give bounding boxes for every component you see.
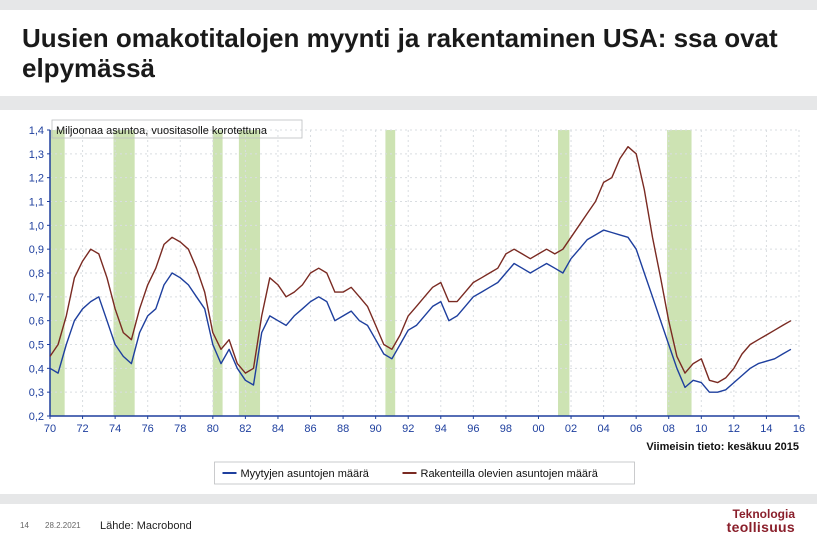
line-chart: 0,2 0,3 0,4 0,5 0,6 0,7 0,8 0,9 1,0 1,1 1,2 1,3 1,4 7…	[0, 110, 817, 494]
logo-line-2: teollisuus	[727, 520, 795, 534]
x-tick-label: 06	[630, 423, 642, 435]
y-tick-label: 0,5	[29, 340, 44, 352]
x-tick-label: 04	[597, 423, 609, 435]
x-tick-label: 08	[663, 423, 675, 435]
x-tick-label: 88	[337, 423, 349, 435]
chart-area: 0,2 0,3 0,4 0,5 0,6 0,7 0,8 0,9 1,0 1,1 1,2 1,3 1,4 7…	[0, 110, 817, 494]
x-tick-label: 72	[76, 423, 88, 435]
y-tick-label: 0,3	[29, 387, 44, 399]
y-tick-label: 0,9	[29, 244, 44, 256]
footer: 14 28.2.2021 Lähde: Macrobond Teknologia…	[0, 504, 817, 544]
y-axis-title: Miljoonaa asuntoa, vuositasolle korotett…	[56, 125, 268, 137]
x-tick-label: 14	[760, 423, 772, 435]
y-tick-label: 1,2	[29, 173, 44, 185]
x-tick-label: 74	[109, 423, 121, 435]
legend-label: Rakenteilla olevien asuntojen määrä	[421, 468, 599, 480]
y-tick-label: 0,6	[29, 316, 44, 328]
x-tick-label: 78	[174, 423, 186, 435]
brand-logo: Teknologia teollisuus	[727, 508, 795, 534]
x-tick-label: 82	[239, 423, 251, 435]
title-bar: Uusien omakotitalojen myynti ja rakentam…	[0, 10, 817, 96]
source-label: Lähde: Macrobond	[100, 520, 192, 532]
x-axis-note: Viimeisin tieto: kesäkuu 2015	[646, 441, 799, 453]
x-tick-label: 92	[402, 423, 414, 435]
page-number: 14	[20, 521, 29, 530]
x-tick-label: 10	[695, 423, 707, 435]
x-tick-label: 94	[435, 423, 447, 435]
x-tick-label: 02	[565, 423, 577, 435]
y-tick-label: 1,1	[29, 197, 44, 209]
x-tick-label: 98	[500, 423, 512, 435]
y-tick-label: 1,0	[29, 220, 44, 232]
x-tick-label: 84	[272, 423, 284, 435]
y-tick-label: 0,7	[29, 292, 44, 304]
slide-title: Uusien omakotitalojen myynti ja rakentam…	[22, 24, 795, 84]
x-tick-label: 00	[532, 423, 544, 435]
x-tick-label: 70	[44, 423, 56, 435]
y-tick-label: 0,8	[29, 268, 44, 280]
x-tick-label: 16	[793, 423, 805, 435]
y-tick-label: 1,3	[29, 149, 44, 161]
x-tick-label: 76	[142, 423, 154, 435]
x-tick-label: 12	[728, 423, 740, 435]
y-tick-label: 1,4	[29, 125, 44, 137]
x-tick-label: 90	[370, 423, 382, 435]
y-tick-label: 0,4	[29, 363, 44, 375]
y-tick-label: 0,2	[29, 411, 44, 423]
x-tick-label: 96	[467, 423, 479, 435]
slide: Uusien omakotitalojen myynti ja rakentam…	[0, 0, 817, 544]
x-tick-label: 86	[304, 423, 316, 435]
footer-date: 28.2.2021	[45, 521, 81, 530]
x-tick-label: 80	[207, 423, 219, 435]
legend-label: Myytyjen asuntojen määrä	[241, 468, 370, 480]
recession-band	[558, 130, 569, 416]
